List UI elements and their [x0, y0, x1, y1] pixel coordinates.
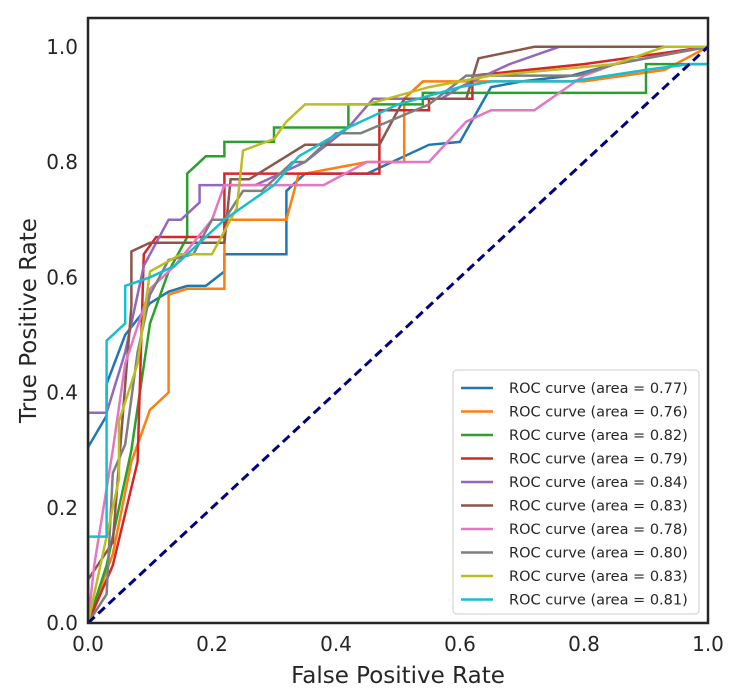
plot-frame — [86, 16, 710, 625]
legend-box — [452, 369, 700, 615]
x-tick-label: 0.6 — [444, 632, 476, 656]
roc-curves — [88, 45, 708, 623]
legend-entry-label: ROC curve (area = 0.81) — [509, 593, 688, 609]
roc-curve-1 — [88, 45, 708, 623]
legend-entry-label: ROC curve (area = 0.78) — [509, 522, 688, 538]
x-axis-ticks: 0.0 0.2 0.4 0.6 0.8 1.0 — [72, 632, 724, 656]
y-tick-label: 0.4 — [46, 381, 78, 405]
roc-curve-9 — [88, 45, 708, 623]
y-tick-label: 0.6 — [46, 265, 78, 289]
x-tick-label: 1.0 — [692, 632, 724, 656]
roc-curve-4 — [88, 45, 708, 623]
legend-entry-label: ROC curve (area = 0.79) — [509, 452, 688, 468]
legend-entry-label: ROC curve (area = 0.77) — [509, 381, 688, 397]
legend-entry-label: ROC curve (area = 0.76) — [509, 405, 688, 421]
legend-entry-label: ROC curve (area = 0.83) — [509, 499, 688, 515]
y-axis-ticks: 0.0 0.2 0.4 0.6 0.8 1.0 — [46, 35, 78, 635]
y-tick-label: 1.0 — [46, 35, 78, 59]
x-tick-label: 0.4 — [320, 632, 352, 656]
y-tick-label: 0.8 — [46, 150, 78, 174]
y-tick-label: 0.0 — [46, 611, 78, 635]
roc-curve-7 — [88, 45, 708, 623]
x-tick-label: 0.0 — [72, 632, 104, 656]
roc-curve-6 — [88, 45, 708, 623]
x-tick-label: 0.2 — [196, 632, 228, 656]
legend-entry-label: ROC curve (area = 0.80) — [509, 546, 688, 562]
legend-entry-label: ROC curve (area = 0.84) — [509, 475, 688, 491]
x-axis-label: False Positive Rate — [291, 663, 505, 689]
roc-curve-10 — [88, 62, 708, 623]
roc-curve-3 — [88, 62, 708, 623]
legend: ROC curve (area = 0.77) ROC curve (area =… — [452, 369, 700, 615]
y-axis-label: True Positive Rate — [16, 218, 42, 424]
y-tick-label: 0.2 — [46, 496, 78, 520]
chance-diagonal-line — [88, 45, 708, 623]
legend-entry-label: ROC curve (area = 0.83) — [509, 569, 688, 585]
legend-entry-label: ROC curve (area = 0.82) — [509, 428, 688, 444]
x-tick-label: 0.8 — [568, 632, 600, 656]
